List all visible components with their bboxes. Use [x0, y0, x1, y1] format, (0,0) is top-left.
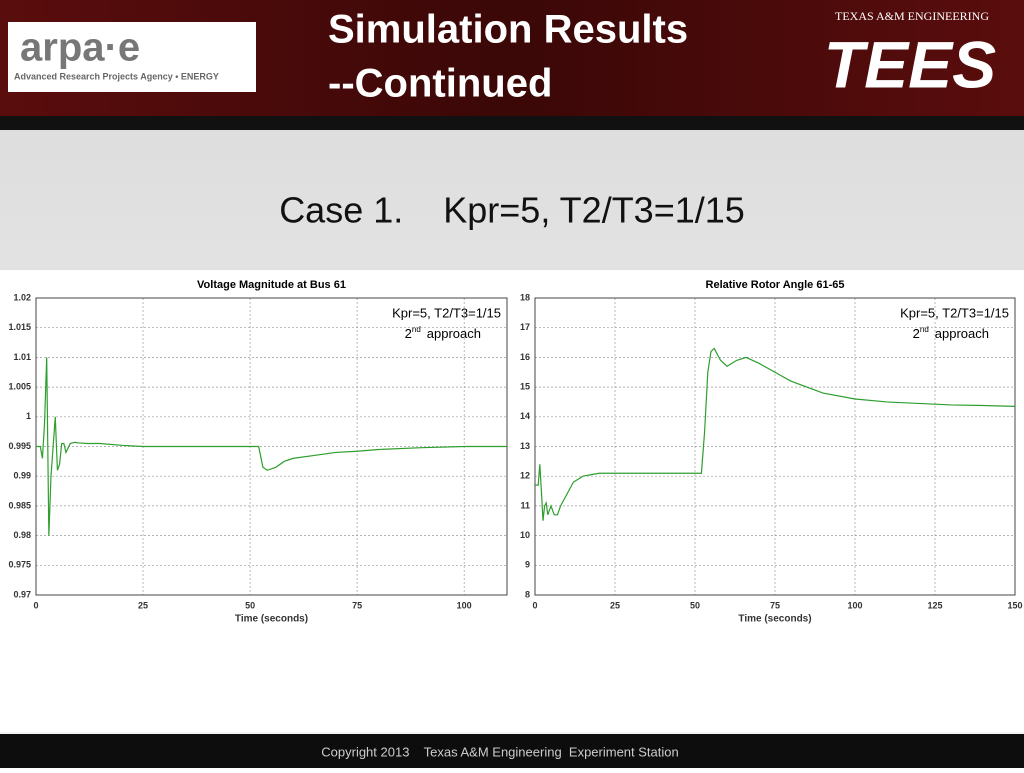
x-tick-label: 75 [770, 600, 780, 610]
annotation: 2nd approach [913, 325, 989, 341]
data-line [36, 357, 507, 536]
y-tick-label: 0.97 [13, 589, 31, 599]
x-tick-label: 25 [138, 600, 148, 610]
x-tick-label: 125 [927, 600, 942, 610]
y-tick-label: 16 [520, 352, 530, 362]
x-tick-label: 75 [352, 600, 362, 610]
y-tick-label: 11 [520, 500, 530, 510]
y-tick-label: 18 [520, 292, 530, 302]
annotation-part: nd [920, 325, 929, 334]
annotation-part: 2 [405, 326, 412, 341]
x-axis-label: Time (seconds) [235, 614, 308, 625]
y-tick-label: 1.015 [8, 322, 31, 332]
y-tick-label: 10 [520, 530, 530, 540]
y-tick-label: 14 [520, 411, 530, 421]
y-tick-label: 1.02 [13, 292, 31, 302]
annotation: Kpr=5, T2/T3=1/15 [392, 305, 501, 320]
footer-band [0, 734, 1024, 768]
logo-left: arpa·e [20, 26, 140, 70]
logo-left-sub: Advanced Research Projects Agency • ENER… [14, 71, 219, 81]
y-tick-label: 9 [525, 560, 530, 570]
y-tick-label: 0.985 [8, 500, 31, 510]
logo-right-top: TEXAS A&M ENGINEERING [835, 9, 989, 23]
y-tick-label: 13 [520, 441, 530, 451]
annotation: 2nd approach [405, 325, 481, 341]
x-tick-label: 100 [457, 600, 472, 610]
annotation: Kpr=5, T2/T3=1/15 [900, 305, 1009, 320]
x-tick-label: 50 [245, 600, 255, 610]
y-tick-label: 1.005 [8, 381, 31, 391]
plot-frame [534, 297, 1016, 596]
annotation-part: approach [935, 326, 989, 341]
x-tick-label: 50 [690, 600, 700, 610]
x-tick-label: 100 [847, 600, 862, 610]
header-stripe [0, 116, 1024, 130]
data-line [535, 347, 1016, 521]
x-tick-label: 25 [610, 600, 620, 610]
title-line: Simulation Results [328, 8, 688, 52]
y-tick-label: 0.975 [8, 560, 31, 570]
charts-area [0, 270, 1024, 732]
y-tick-label: 12 [520, 471, 530, 481]
y-tick-label: 8 [525, 589, 530, 599]
y-tick-label: 1.01 [13, 352, 31, 362]
y-tick-label: 1 [26, 411, 31, 421]
case-heading: Case 1. Kpr=5, T2/T3=1/15 [279, 190, 745, 231]
chart-title: Voltage Magnitude at Bus 61 [197, 279, 346, 291]
annotation-part: approach [427, 326, 481, 341]
title-line: --Continued [328, 62, 552, 106]
annotation-part: nd [412, 325, 421, 334]
y-tick-label: 15 [520, 381, 530, 391]
y-tick-label: 0.995 [8, 441, 31, 451]
x-tick-label: 0 [532, 600, 537, 610]
y-tick-label: 17 [520, 322, 530, 332]
x-axis-label: Time (seconds) [738, 614, 811, 625]
y-tick-label: 0.99 [13, 471, 31, 481]
y-tick-label: 0.98 [13, 530, 31, 540]
annotation-part: 2 [913, 326, 920, 341]
x-tick-label: 150 [1007, 600, 1022, 610]
footer: Copyright 2013 Texas A&M Engineering Exp… [321, 744, 678, 759]
logo-box [8, 22, 256, 92]
chart-title: Relative Rotor Angle 61-65 [706, 279, 845, 291]
x-tick-label: 0 [33, 600, 38, 610]
logo-right: TEES [824, 27, 996, 101]
